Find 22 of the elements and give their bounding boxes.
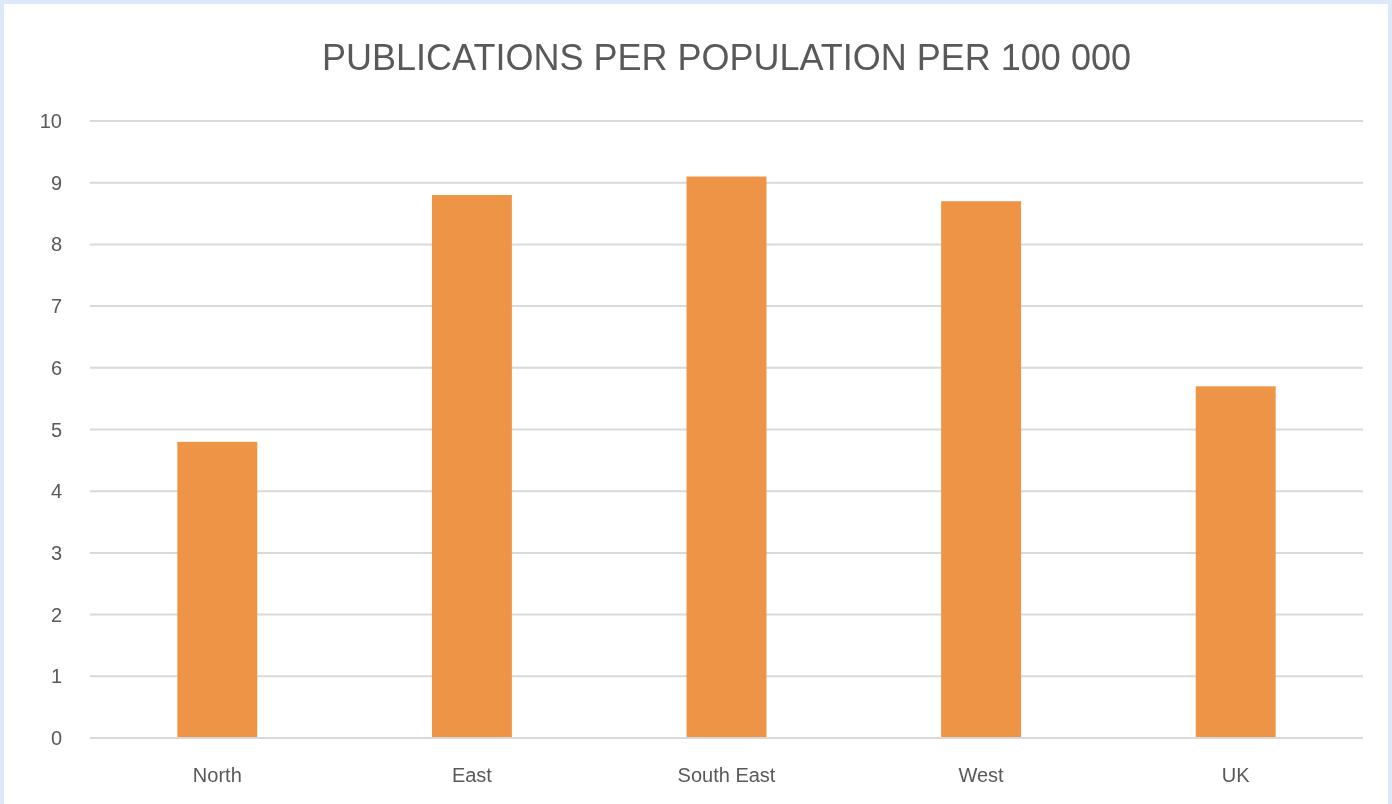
y-tick-label: 8: [50, 233, 62, 256]
chart-title: PUBLICATIONS PER POPULATION PER 100 000: [322, 37, 1131, 78]
x-tick-label: North: [192, 764, 242, 786]
y-tick-label: 1: [50, 665, 62, 688]
y-tick-label: 2: [50, 603, 62, 626]
y-tick-label: 7: [50, 295, 62, 318]
bar: [177, 441, 258, 738]
y-tick-label: 6: [50, 356, 62, 379]
x-tick-label: South East: [677, 764, 776, 786]
y-tick-label: 5: [50, 418, 62, 441]
bar: [686, 176, 767, 738]
y-tick-label: 0: [50, 727, 62, 749]
x-tick-label: UK: [1221, 764, 1251, 786]
bar: [1195, 386, 1276, 738]
bar: [431, 195, 512, 738]
x-tick-label: East: [451, 764, 493, 786]
y-tick-label: 4: [50, 480, 62, 503]
y-tick-label: 9: [50, 171, 62, 194]
x-tick-label: West: [958, 764, 1005, 786]
y-tick-label: 3: [50, 541, 62, 564]
bar: [941, 201, 1022, 738]
y-tick-label: 10: [39, 110, 62, 132]
